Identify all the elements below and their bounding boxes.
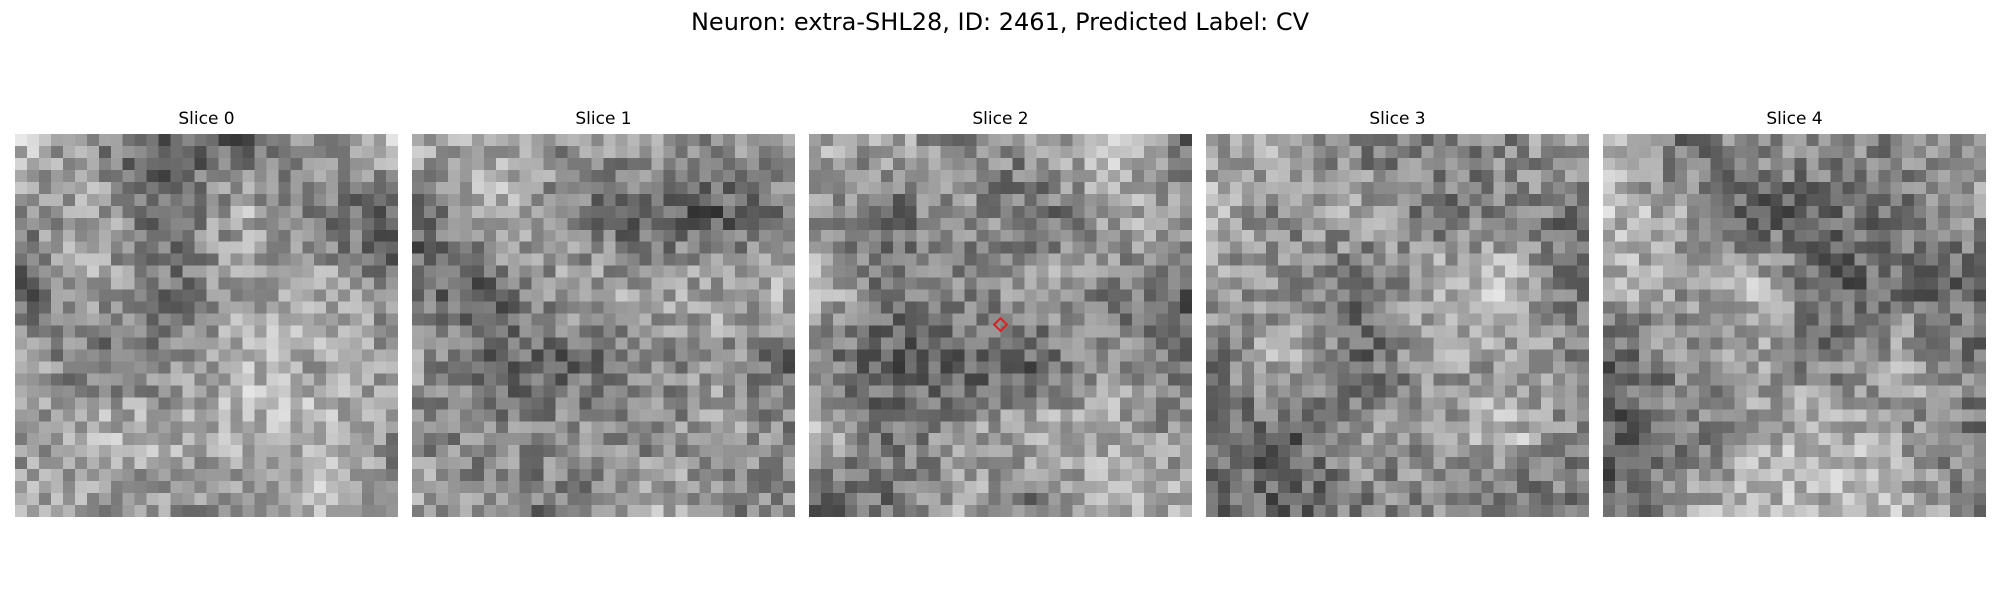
slice-title-1: Slice 1: [575, 109, 632, 129]
slice-panel-0: Slice 0: [15, 108, 398, 517]
figure-title: Neuron: extra-SHL28, ID: 2461, Predicted…: [690, 8, 1310, 36]
slice-image-4: [1603, 134, 1986, 517]
slice-title-3: Slice 3: [1369, 109, 1426, 129]
slice-panel-4: Slice 4: [1603, 108, 1986, 517]
slice-image-1: [412, 134, 795, 517]
slice-title-0: Slice 0: [178, 109, 235, 129]
slice-title-4: Slice 4: [1766, 109, 1823, 129]
slice-image-2: [809, 134, 1192, 517]
slice-panel-1: Slice 1: [412, 108, 795, 517]
slice-panel-3: Slice 3: [1206, 108, 1589, 517]
slice-image-0: [15, 134, 398, 517]
slice-panel-2: Slice 2: [809, 108, 1192, 517]
slice-image-3: [1206, 134, 1589, 517]
slice-title-2: Slice 2: [972, 109, 1029, 129]
